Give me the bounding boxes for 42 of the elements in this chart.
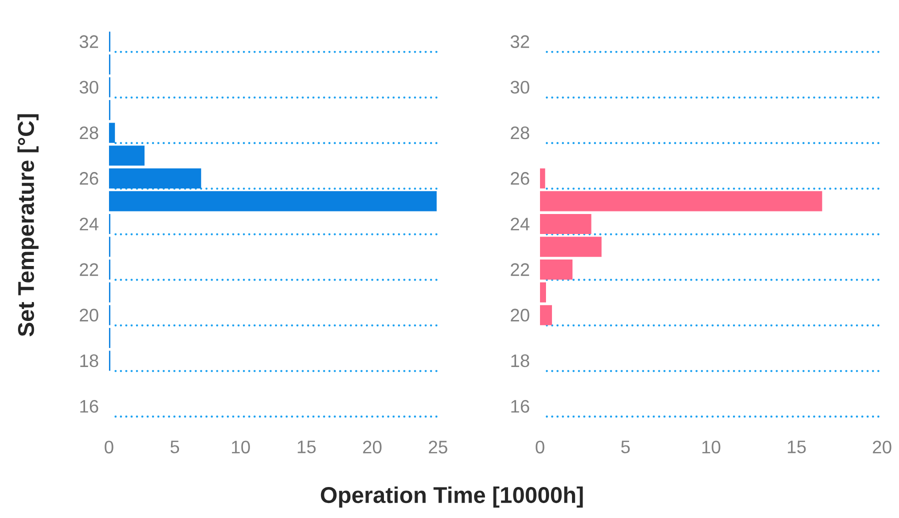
x-tick-label: 15 [788,440,806,454]
y-tick-label: 26 [510,172,530,185]
x-tick-label: 20 [872,440,892,454]
y-tick-label: 26 [80,172,98,185]
y-tick-label: 22 [510,263,530,276]
y-tick-label: 22 [80,263,98,276]
bar [540,282,546,302]
y-tick-label: 28 [80,126,98,140]
y-tick-label: 20 [80,308,98,322]
x-tick-label: 0 [536,440,544,454]
y-tick-label: 16 [80,400,98,413]
x-tick-label: 0 [104,440,114,454]
bar [540,305,552,326]
bar [540,168,546,188]
x-tick-label: 10 [232,440,250,454]
x-tick-label: 5 [621,440,630,454]
y-tick-label: 20 [510,308,530,322]
bar [109,191,437,212]
y-tick-label: 24 [80,218,98,230]
bar [109,168,202,188]
x-tick-label: 10 [702,440,720,454]
x-tick-label: 15 [298,440,316,454]
x-tick-label: 20 [363,440,382,454]
y-tick-label: 18 [80,354,98,368]
y-tick-label: 16 [511,400,530,413]
x-tick-label: 25 [428,440,448,454]
y-tick-label: 30 [510,80,530,94]
y-tick-label: 24 [510,218,530,230]
bar [109,122,115,143]
y-axis-title: Set Temperature [°C] [17,114,39,336]
y-tick-label: 32 [80,35,98,48]
y-tick-label: 18 [511,354,530,368]
x-tick-label: 5 [170,440,180,454]
bar [540,236,602,257]
y-tick-label: 30 [80,80,98,94]
y-tick-label: 28 [510,126,530,140]
bar [540,260,572,280]
bar [540,191,822,212]
bar [109,146,145,166]
x-axis-title: Operation Time [10000h] [320,486,583,508]
bar [540,214,592,234]
y-tick-label: 32 [510,35,530,48]
